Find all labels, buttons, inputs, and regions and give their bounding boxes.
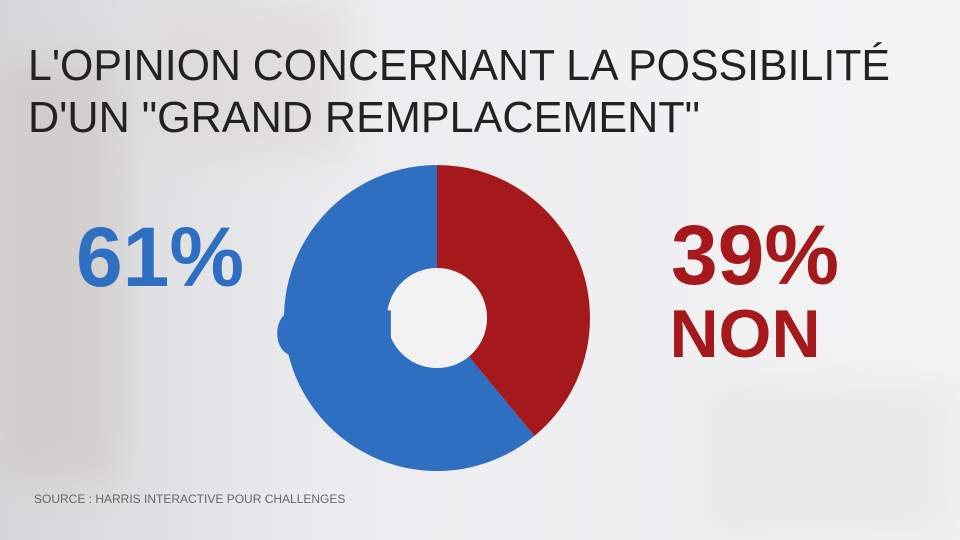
- value-label: 39%: [671, 208, 839, 302]
- donut-slice: [284, 165, 535, 472]
- value-label: 61%: [76, 210, 244, 304]
- donut-slice: [437, 165, 590, 436]
- category-label: OUI: [275, 296, 396, 372]
- chart-title: D'UN "GRAND REMPLACEMENT": [28, 93, 700, 142]
- source: SOURCE : HARRIS INTERACTIVE POUR CHALLEN…: [34, 492, 345, 506]
- chart-title: L'OPINION CONCERNANT LA POSSIBILITÉ: [28, 41, 890, 90]
- donut: [284, 165, 590, 472]
- donut-hole: [387, 268, 487, 368]
- category-label: NON: [669, 296, 820, 372]
